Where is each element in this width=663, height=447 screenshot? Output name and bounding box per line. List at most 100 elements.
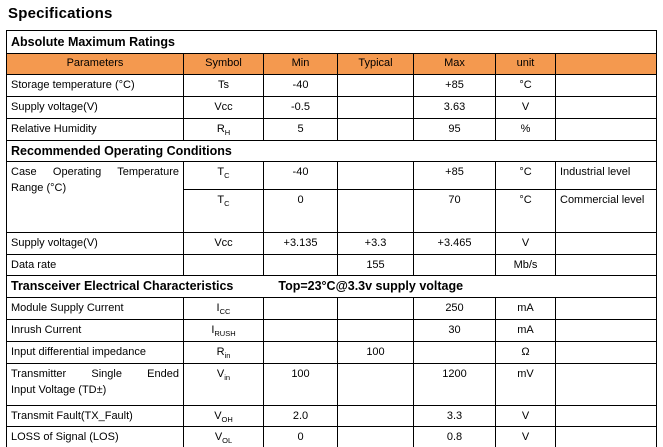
table-row: TC 0 70 °C Commercial level xyxy=(7,188,657,233)
cell-note xyxy=(555,253,657,277)
cell-symbol: Ts xyxy=(183,74,264,97)
table-row: Supply voltage(V) Vcc +3.135 +3.3 +3.465… xyxy=(6,231,657,255)
symbol-base: R xyxy=(216,345,225,358)
symbol-base: T xyxy=(217,193,225,206)
table-row: Inrush Current IRUSH 30 mA xyxy=(6,318,657,342)
symbol-base: Vcc xyxy=(214,236,233,249)
section-header-row: Recommended Operating Conditions xyxy=(6,139,657,162)
cell-typical xyxy=(337,296,414,320)
cell-max xyxy=(413,253,496,277)
cell-min xyxy=(263,253,338,277)
cell-max: +85 xyxy=(413,74,496,97)
section-title-cell: Transceiver Electrical Characteristics T… xyxy=(6,275,657,298)
cell-note xyxy=(555,296,657,320)
cell-note xyxy=(555,362,657,406)
cell-typical xyxy=(337,362,414,406)
cell-max: 3.3 xyxy=(413,404,496,427)
column-header-parameters: Parameters xyxy=(6,53,184,75)
cell-symbol xyxy=(183,253,264,277)
cell-parameter: Transmitter Single Ended Input Voltage (… xyxy=(6,362,184,406)
symbol-base: T xyxy=(217,165,225,178)
cell-parameter: Relative Humidity xyxy=(6,118,184,141)
cell-symbol: Vin xyxy=(183,362,264,406)
table-row: Module Supply Current ICC 250 mA xyxy=(6,296,657,320)
column-header-max: Max xyxy=(413,53,496,75)
parameter-line-2: Range (°C) xyxy=(11,182,67,195)
cell-unit: °C xyxy=(495,160,556,190)
symbol-base: V xyxy=(214,431,223,443)
table-row: Data rate 155 Mb/s xyxy=(6,253,657,277)
section-subtitle: Top=23°C@3.3v supply voltage xyxy=(278,279,464,294)
cell-parameter: Input differential impedance xyxy=(6,340,184,364)
cell-min xyxy=(263,318,338,342)
symbol-subscript: RUSH xyxy=(214,328,236,338)
cell-symbol: Vcc xyxy=(183,231,264,255)
cell-note xyxy=(555,426,657,447)
symbol-base: Vcc xyxy=(214,101,233,113)
symbol-subscript: OH xyxy=(221,414,233,424)
cell-parameter: Module Supply Current xyxy=(6,296,184,320)
cell-typical xyxy=(337,74,414,97)
column-header-extra xyxy=(555,53,657,75)
cell-unit: % xyxy=(495,118,556,141)
cell-min: 2.0 xyxy=(263,404,338,427)
cell-typical xyxy=(337,96,414,119)
cell-symbol: VOL xyxy=(183,426,264,447)
symbol-subscript: H xyxy=(224,128,231,138)
cell-min xyxy=(263,340,338,364)
cell-min: -40 xyxy=(263,74,338,97)
cell-parameter: Inrush Current xyxy=(6,318,184,342)
cell-note xyxy=(555,340,657,364)
cell-note xyxy=(555,118,657,141)
cell-symbol: TC xyxy=(183,160,264,190)
cell-typical xyxy=(337,426,414,447)
cell-unit: V xyxy=(495,96,556,119)
cell-unit: mV xyxy=(495,362,556,406)
cell-min xyxy=(263,296,338,320)
cell-max: +3.465 xyxy=(413,231,496,255)
cell-symbol: RH xyxy=(183,118,264,141)
cell-max: 0.8 xyxy=(413,426,496,447)
cell-max: 70 xyxy=(413,188,496,233)
column-header-row: Parameters Symbol Min Typical Max unit xyxy=(6,53,657,75)
cell-min: 0 xyxy=(263,188,338,233)
section-header-row: Transceiver Electrical Characteristics T… xyxy=(6,275,657,298)
column-header-min: Min xyxy=(263,53,338,75)
cell-unit: Mb/s xyxy=(495,253,556,277)
cell-max: +85 xyxy=(413,160,496,190)
cell-max: 30 xyxy=(413,318,496,342)
symbol-base: I xyxy=(211,323,215,336)
cell-unit: V xyxy=(495,404,556,427)
cell-typical xyxy=(337,160,414,190)
cell-note xyxy=(555,231,657,255)
cell-min: 0 xyxy=(263,426,338,447)
column-header-symbol: Symbol xyxy=(183,53,264,75)
section-title: Absolute Maximum Ratings xyxy=(6,30,657,54)
cell-unit: °C xyxy=(495,74,556,97)
cell-typical xyxy=(337,118,414,141)
cell-min: +3.135 xyxy=(263,231,338,255)
cell-parameter: LOSS of Signal (LOS) xyxy=(6,426,184,447)
cell-max: 3.63 xyxy=(413,96,496,119)
symbol-subscript: C xyxy=(224,198,230,208)
cell-note xyxy=(555,318,657,342)
section-title: Recommended Operating Conditions xyxy=(6,139,657,162)
cell-symbol: Rin xyxy=(183,340,264,364)
cell-max xyxy=(413,340,496,364)
cell-min: -0.5 xyxy=(263,96,338,119)
column-header-unit: unit xyxy=(495,53,556,75)
cell-max: 1200 xyxy=(413,362,496,406)
table-row: Supply voltage(V) Vcc -0.5 3.63 V xyxy=(6,96,657,119)
symbol-subscript: CC xyxy=(219,306,231,316)
symbol-base: I xyxy=(216,301,220,314)
cell-unit: Ω xyxy=(495,340,556,364)
cell-note: Commercial level xyxy=(555,188,657,233)
symbol-subscript: OL xyxy=(222,436,233,446)
parameter-line-1: Transmitter Single Ended xyxy=(11,367,179,380)
cell-unit: mA xyxy=(495,296,556,320)
cell-symbol: Vcc xyxy=(183,96,264,119)
cell-typical xyxy=(337,188,414,233)
cell-parameter: Transmit Fault(TX_Fault) xyxy=(6,404,184,427)
symbol-base: R xyxy=(216,123,225,135)
